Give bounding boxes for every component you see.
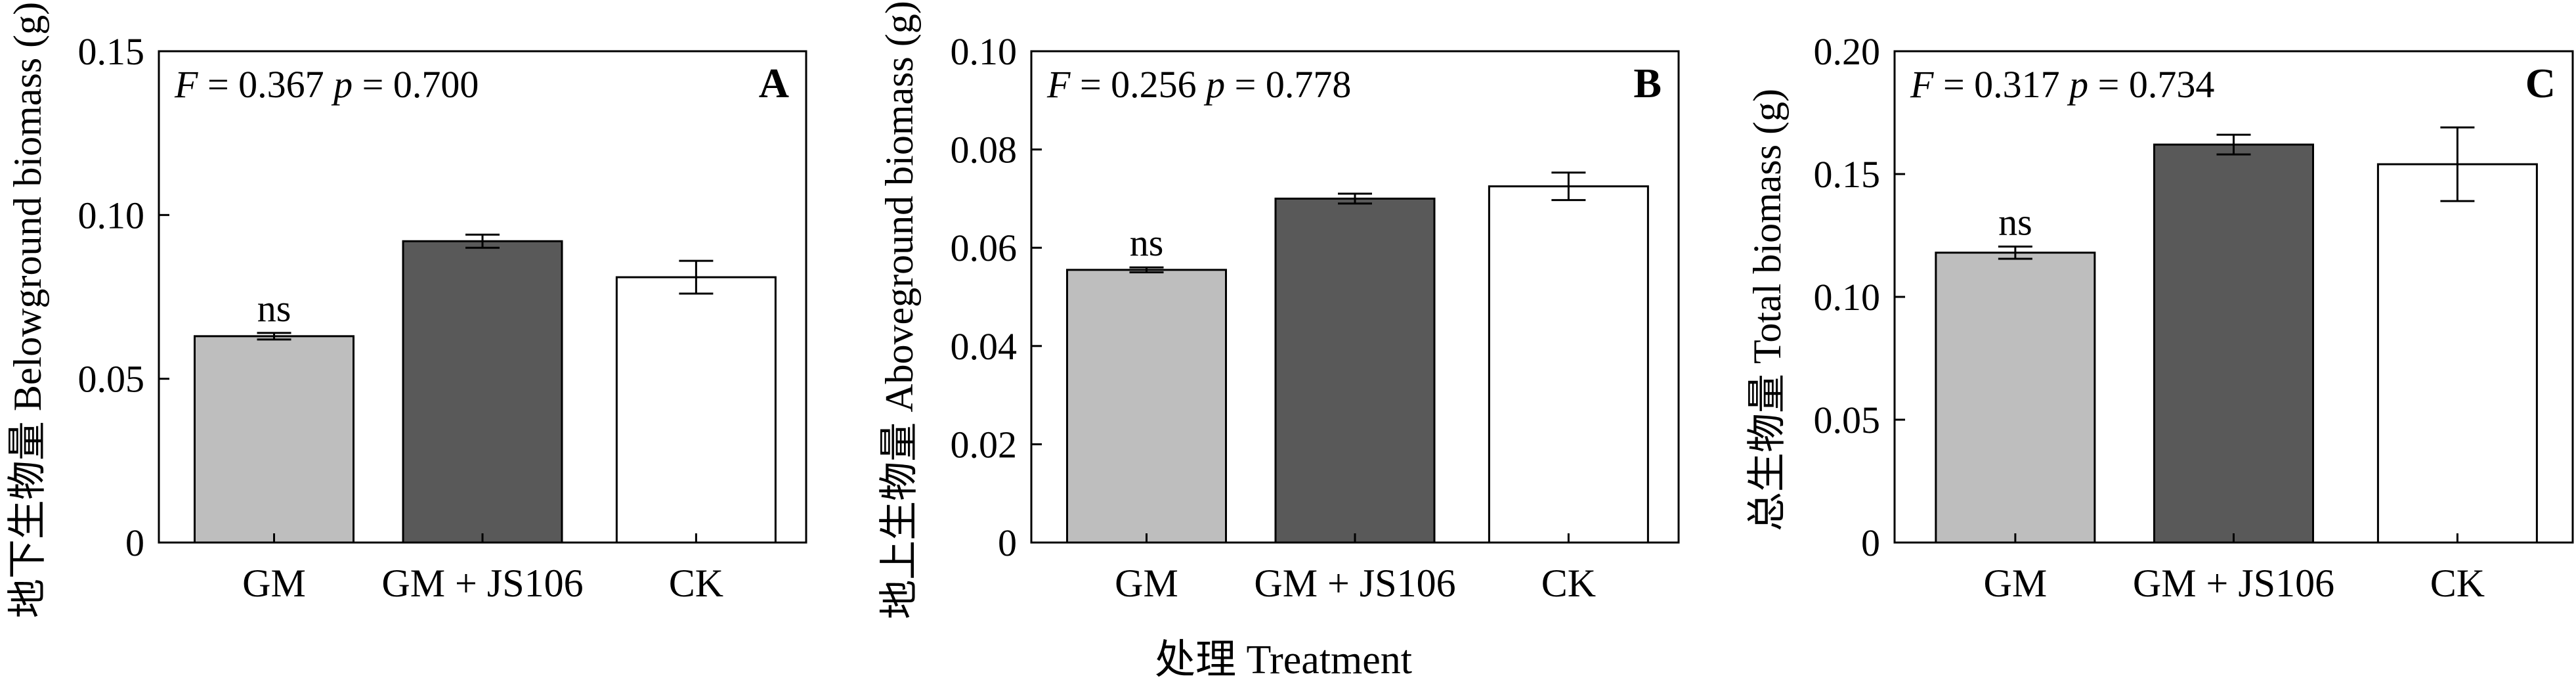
bar-gm <box>194 335 355 544</box>
ns-annotation: ns <box>1130 221 1164 264</box>
y-tick-label: 0.20 <box>1814 30 1881 73</box>
ns-annotation: ns <box>257 287 291 330</box>
panel-letter: A <box>759 60 789 106</box>
y-tick-label: 0.04 <box>951 325 1018 368</box>
y-tick-label: 0 <box>1861 522 1880 564</box>
stats-label: F = 0.256 p = 0.778 <box>1046 63 1351 106</box>
y-axis-title: 地下生物量 Belowground biomass (g) <box>6 2 49 618</box>
x-tick-label: GM + JS106 <box>381 562 583 605</box>
bar-gm <box>1935 252 2096 544</box>
panel-a: 0 0.05 0.10 0.15 地下生物量 Belowground biomass (… <box>6 2 807 618</box>
y-tick-label: 0.05 <box>1814 399 1881 441</box>
ns-annotation: ns <box>1998 200 2032 243</box>
panel-c: 0 0.05 0.10 0.15 0.20 总生物量 Total biomass (g) G… <box>1746 30 2574 605</box>
y-tick-label: 0.02 <box>951 423 1018 466</box>
bar-gm-js106 <box>1274 197 1436 544</box>
y-tick-label: 0.05 <box>78 358 145 401</box>
x-tick-label: GM + JS106 <box>2133 562 2334 605</box>
bar-gm-js106 <box>402 240 563 544</box>
y-tick-label: 0.10 <box>951 30 1018 73</box>
bar-ck <box>2376 163 2538 544</box>
y-tick-label: 0 <box>125 522 144 564</box>
bar-gm <box>1066 269 1228 544</box>
stats-label: F = 0.317 p = 0.734 <box>1910 63 2214 106</box>
y-axis-title: 总生物量 Total biomass (g) <box>1746 89 1789 531</box>
bar-ck <box>1488 185 1649 544</box>
x-axis-title: 处理 Treatment <box>1155 638 1412 682</box>
panel-letter: B <box>1633 60 1662 106</box>
y-tick-label: 0 <box>998 522 1017 564</box>
x-tick-label: CK <box>2430 562 2485 605</box>
x-tick-label: CK <box>1541 562 1596 605</box>
x-tick-label: GM <box>242 562 306 605</box>
y-axis-title: 地上生物量 Aboveground biomass (g) <box>878 1 921 619</box>
y-tick-label: 0.15 <box>78 30 145 73</box>
x-tick-label: GM + JS106 <box>1254 562 1455 605</box>
panel-letter: C <box>2525 60 2556 106</box>
bar-ck <box>615 276 777 544</box>
stats-label: F = 0.367 p = 0.700 <box>174 63 479 106</box>
x-tick-label: GM <box>1984 562 2048 605</box>
y-tick-label: 0.10 <box>1814 276 1881 319</box>
y-tick-label: 0.06 <box>951 227 1018 269</box>
y-tick-label: 0.08 <box>951 129 1018 171</box>
x-tick-label: GM <box>1115 562 1178 605</box>
x-tick-label: CK <box>669 562 723 605</box>
panel-b: 0 0.02 0.04 0.06 0.08 0.10 地上生物量 Aboveground b… <box>878 1 1680 619</box>
y-tick-label: 0.10 <box>78 194 145 236</box>
panels: 0 0.05 0.10 0.15 地下生物量 Belowground biomass (… <box>6 1 2574 619</box>
y-tick-label: 0.15 <box>1814 153 1881 196</box>
bar-gm-js106 <box>2153 143 2314 544</box>
